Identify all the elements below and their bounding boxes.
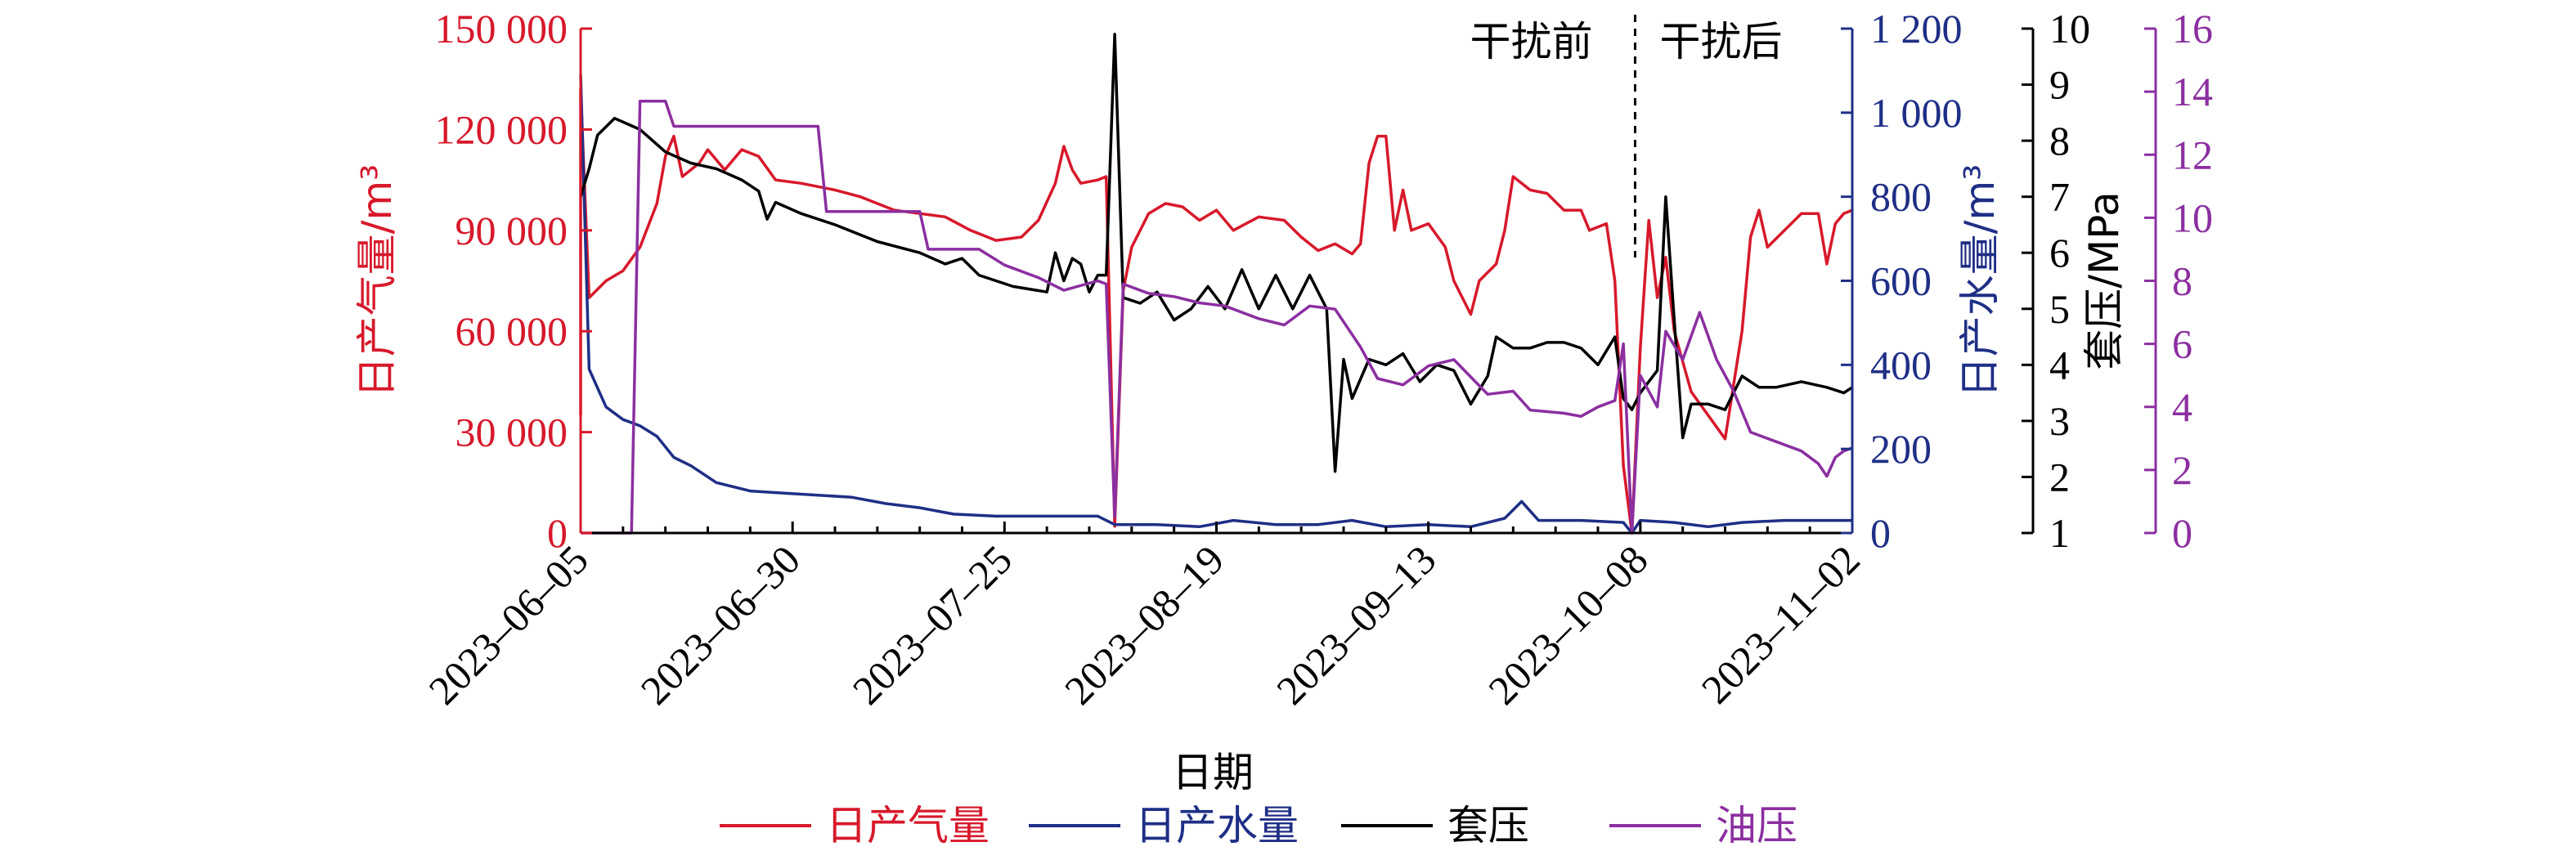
y-tick-label-water: 200 — [1870, 426, 1932, 472]
series-line-gas — [579, 87, 1853, 535]
y-tick-label-casing: 7 — [2049, 174, 2070, 220]
legend-label: 油压 — [1716, 802, 1797, 849]
x-axis-title: 日期 — [1172, 749, 1254, 796]
legend: 日产气量 日产水量 套压 油压 — [720, 802, 1797, 849]
y-tick-label-water: 800 — [1870, 174, 1932, 220]
x-tick-label: 2023–06–05 — [420, 536, 596, 713]
y-tick-label-tubing: 10 — [2172, 195, 2213, 240]
y-tick-label-gas: 120 000 — [435, 106, 568, 152]
series-line-casing — [579, 33, 1853, 473]
y-tick-label-tubing: 16 — [2172, 6, 2213, 52]
y-tick-label-gas: 60 000 — [456, 308, 568, 354]
x-tick-label: 2023–09–13 — [1268, 536, 1444, 713]
y-tick-label-tubing: 4 — [2172, 384, 2192, 430]
y-tick-label-casing: 10 — [2049, 6, 2090, 52]
y-tick-label-casing: 2 — [2049, 454, 2070, 499]
y-tick-label-water: 600 — [1870, 258, 1932, 304]
phase-annotations: 干扰前 干扰后 — [1470, 15, 1782, 258]
y-tick-label-casing: 3 — [2049, 398, 2070, 444]
y-tick-label-casing: 1 — [2049, 510, 2070, 556]
y-tick-label-tubing: 12 — [2172, 132, 2213, 177]
x-tick-label: 2023–10–08 — [1479, 536, 1656, 713]
axes: 2023–06–05 2023–06–30 2023–07–25 2023–08–19… — [353, 6, 2213, 714]
x-tick-label: 2023–08–19 — [1056, 536, 1232, 713]
y-tick-label-gas: 150 000 — [435, 6, 568, 52]
phase-before-label: 干扰前 — [1470, 18, 1592, 65]
y-tick-label-tubing: 2 — [2172, 447, 2192, 493]
series-line-water — [579, 74, 1852, 535]
x-tick-label: 2023–07–25 — [844, 536, 1021, 713]
y-axis-title-casing: 套压/MPa — [2080, 191, 2128, 370]
y-tick-label-casing: 4 — [2049, 342, 2070, 387]
y-tick-label-tubing: 6 — [2172, 321, 2192, 367]
series-line-tubing — [581, 99, 1853, 535]
legend-label: 套压 — [1447, 802, 1529, 849]
y-tick-label-gas: 90 000 — [456, 208, 568, 253]
y-tick-label-water: 0 — [1870, 510, 1891, 556]
plot-area — [579, 33, 1853, 535]
y-tick-label-water: 1 200 — [1870, 6, 1963, 52]
y-axis-title-water: 日产水量/m³ — [1956, 164, 2004, 398]
y-tick-label-casing: 8 — [2049, 118, 2070, 163]
y-tick-label-casing: 6 — [2049, 230, 2070, 275]
y-tick-label-gas: 0 — [547, 510, 568, 556]
y-tick-label-tubing: 0 — [2172, 510, 2192, 556]
y-tick-label-water: 400 — [1870, 342, 1932, 387]
y-tick-label-casing: 5 — [2049, 286, 2070, 332]
y-tick-label-tubing: 14 — [2172, 69, 2213, 114]
y-tick-label-gas: 30 000 — [456, 410, 568, 455]
y-axis-title-gas: 日产气量/m³ — [353, 164, 401, 398]
x-tick-label: 2023–06–30 — [632, 536, 809, 713]
y-tick-label-casing: 9 — [2049, 62, 2070, 108]
x-tick-label: 2023–11–02 — [1693, 536, 1869, 712]
phase-after-label: 干扰后 — [1659, 18, 1782, 65]
y-tick-label-water: 1 000 — [1870, 90, 1963, 136]
y-tick-label-tubing: 8 — [2172, 258, 2192, 304]
legend-label: 日产水量 — [1135, 802, 1299, 849]
legend-label: 日产气量 — [826, 802, 990, 849]
